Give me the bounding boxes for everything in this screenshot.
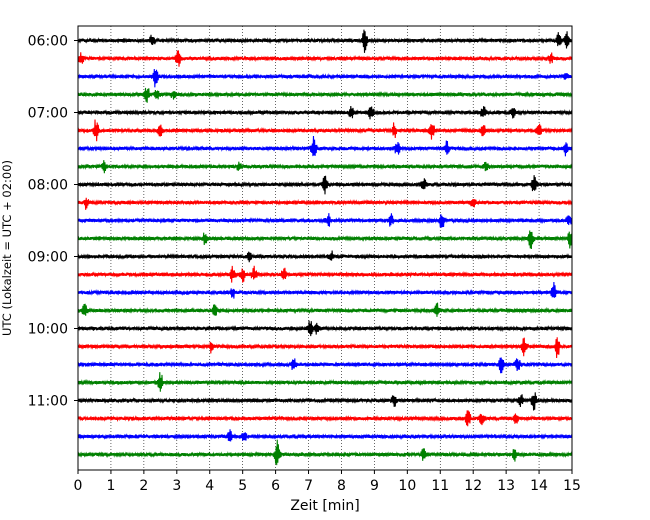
y-tick-label: 07:00 (28, 106, 68, 122)
x-tick-label: 11 (431, 478, 449, 494)
x-axis-label: Zeit [min] (290, 498, 359, 514)
y-tick-label: 09:00 (28, 250, 68, 266)
seismogram-trace-0730 (77, 136, 573, 157)
x-tick-label: 12 (464, 478, 482, 494)
seismogram-trace-0715 (77, 119, 573, 142)
x-tick-label: 9 (370, 478, 379, 494)
grid (110, 26, 540, 470)
seismogram-trace-0800 (77, 175, 573, 195)
seismogram-trace-1000 (77, 320, 573, 337)
x-tick-label: 4 (205, 478, 214, 494)
seismogram-trace-0745 (77, 160, 573, 174)
y-tick-label: 11:00 (28, 394, 68, 410)
x-tick-label: 5 (238, 478, 247, 494)
x-tick-label: 10 (398, 478, 416, 494)
seismogram-trace-1045 (77, 372, 573, 392)
x-tick-label: 7 (304, 478, 313, 494)
seismogram-trace-0615 (77, 50, 573, 67)
y-axis: 06:00 07:00 08:00 09:00 10:00 11:00 (28, 34, 78, 410)
seismogram-trace-0815 (77, 197, 573, 210)
x-tick-label: 13 (497, 478, 515, 494)
seismogram-trace-0600 (77, 29, 573, 53)
x-tick-label: 15 (563, 478, 581, 494)
traces (77, 29, 573, 466)
x-tick-label: 14 (530, 478, 548, 494)
y-tick-label: 10:00 (28, 322, 68, 338)
seismogram-trace-0645 (77, 87, 573, 103)
seismogram-trace-1015 (77, 337, 573, 359)
seismogram-trace-0830 (77, 213, 573, 228)
x-axis: 0 1 2 3 4 5 6 7 8 9 10 11 12 13 14 15 (74, 470, 581, 494)
seismogram-trace-1145 (77, 439, 573, 466)
seismogram-trace-0630 (77, 68, 573, 88)
x-tick-label: 2 (139, 478, 148, 494)
x-tick-label: 6 (271, 478, 280, 494)
seismogram-trace-0900 (77, 250, 573, 263)
x-tick-label: 1 (106, 478, 115, 494)
seismogram-trace-0700 (77, 105, 573, 120)
seismogram-trace-1130 (77, 429, 573, 442)
seismogram-trace-0915 (77, 265, 573, 283)
y-axis-label: UTC (Lokalzeit = UTC + 02:00) (0, 160, 14, 336)
x-tick-label: 8 (337, 478, 346, 494)
seismogram-trace-1030 (77, 357, 573, 374)
y-tick-label: 06:00 (28, 34, 68, 50)
y-tick-label: 08:00 (28, 178, 68, 194)
plot-frame (77, 25, 573, 471)
seismogram-trace-0930 (77, 281, 573, 299)
seismogram-trace-0845 (77, 230, 573, 249)
x-tick-label: 3 (172, 478, 181, 494)
seismogram-trace-1115 (77, 410, 573, 427)
x-tick-label: 0 (74, 478, 83, 494)
seismogram-trace-1100 (77, 392, 573, 411)
seismogram-trace-0945 (77, 302, 573, 317)
